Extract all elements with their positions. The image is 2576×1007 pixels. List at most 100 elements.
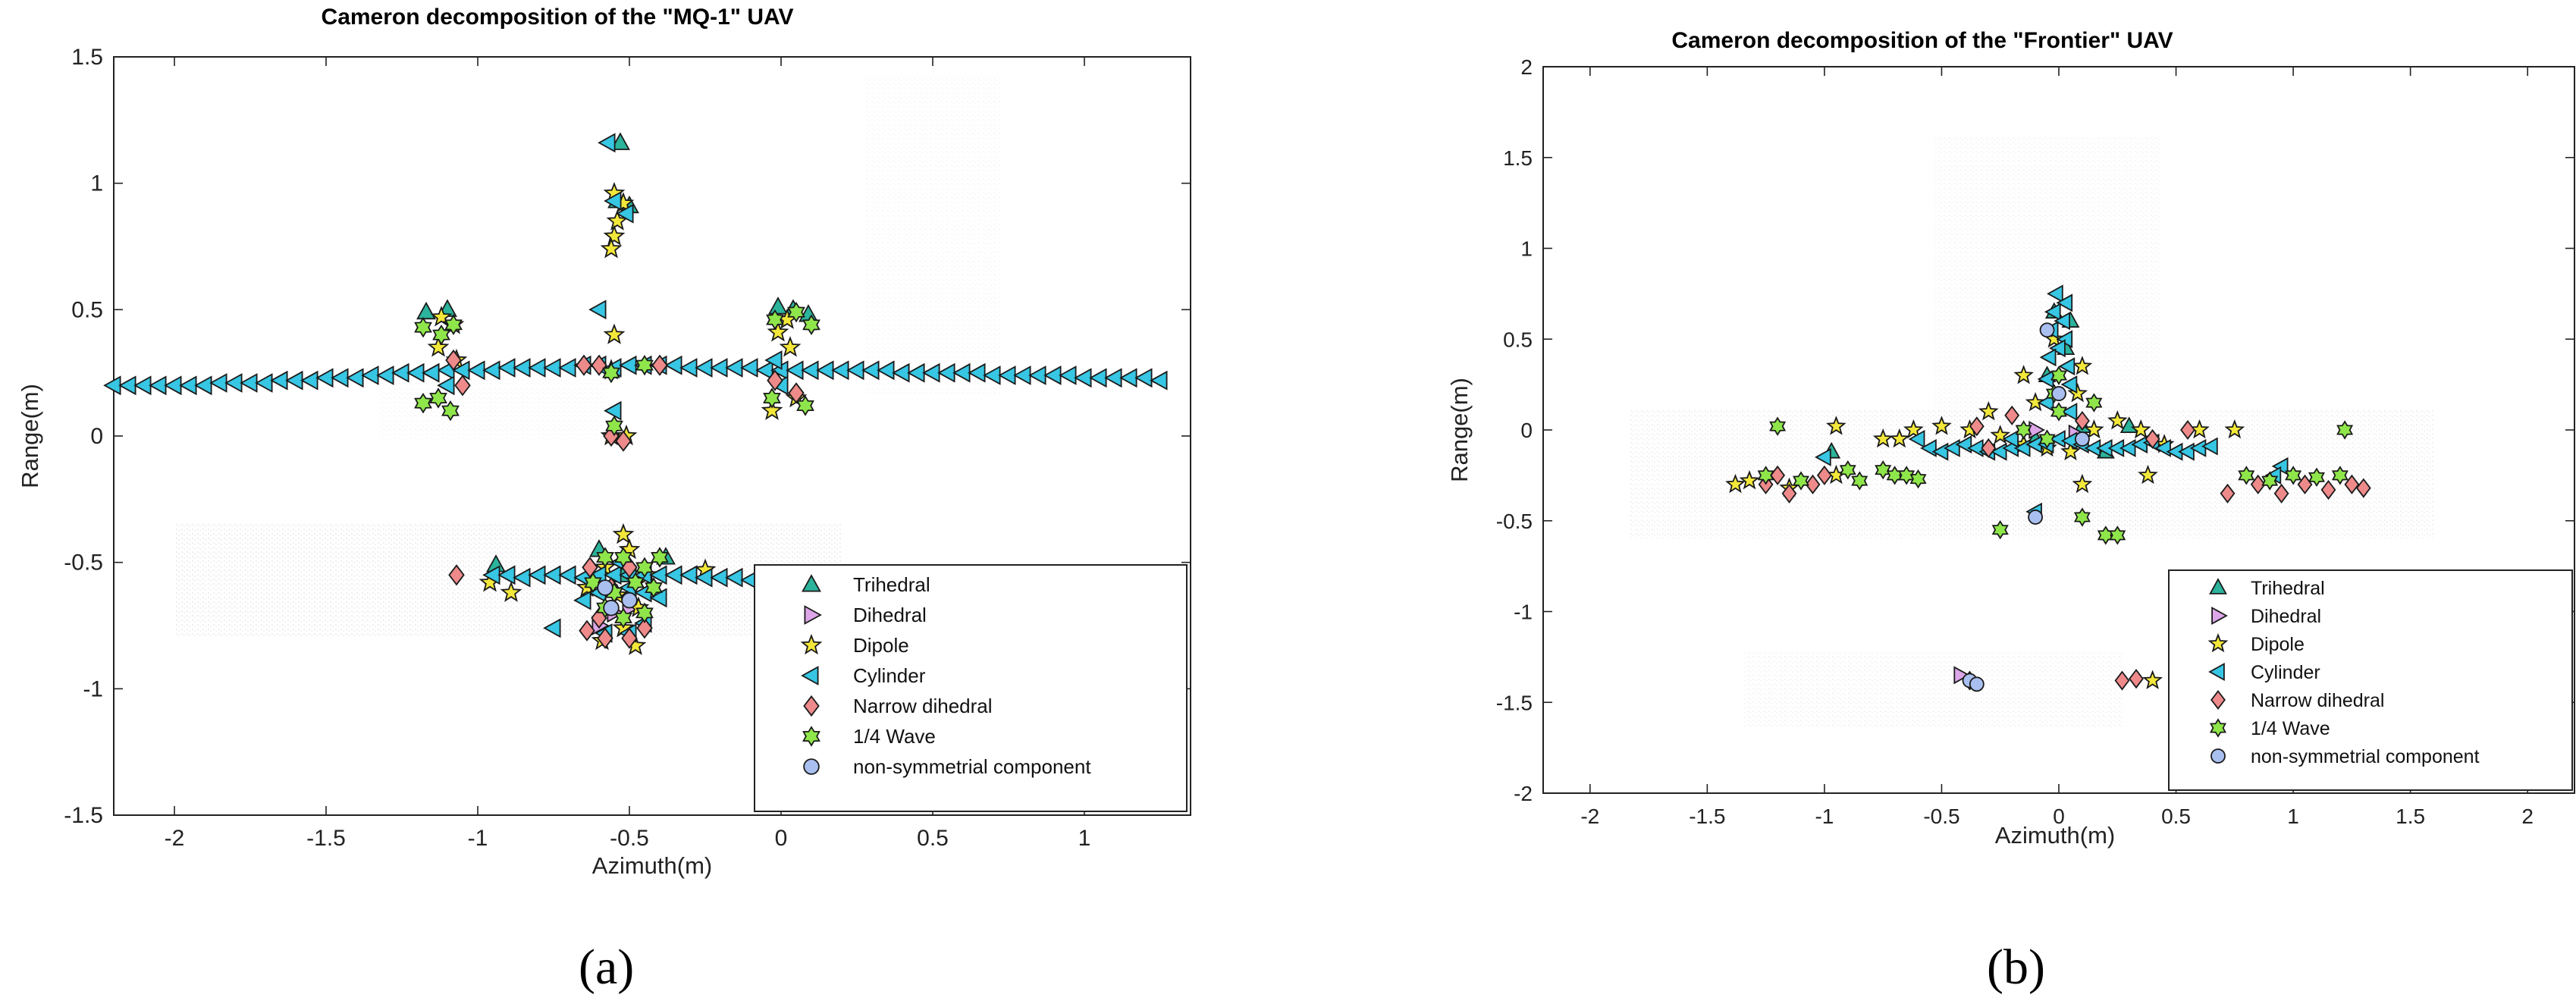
chart-a-legend-marker-dihedral: [804, 605, 822, 625]
chart-a-ytick-label: 0: [90, 424, 103, 449]
chart-b-ytick-label: 0: [1520, 419, 1533, 442]
chart-a-point-cylinder: [179, 375, 197, 396]
chart-a-point-cylinder: [103, 375, 121, 396]
chart-a-xtick-label: -2: [165, 826, 185, 851]
chart-b-point-narrow_dihedral: [2355, 478, 2371, 498]
chart-b-point-dipole: [2142, 670, 2163, 689]
chart-b-legend-marker-nonsym: [2210, 748, 2226, 764]
chart-b-marks: [1725, 284, 2371, 692]
chart-b-point-cylinder: [2119, 438, 2136, 457]
chart-a-point-narrow_dihedral: [651, 354, 668, 376]
chart-b-point-quarter_wave: [1991, 519, 2009, 540]
chart-b-xtick-label: 0: [2053, 805, 2065, 828]
chart-a-point-quarter_wave: [763, 387, 781, 409]
chart-b-point-cylinder: [1944, 438, 1960, 457]
chart-a-point-quarter_wave: [635, 602, 654, 623]
chart-a-point-dipole: [612, 522, 635, 544]
chart-b-point-dipole: [2107, 410, 2128, 430]
chart-a-point-cylinder: [664, 355, 682, 375]
chart-a-point-cylinder: [573, 590, 591, 610]
chart-a-legend-marker-nonsym: [803, 758, 820, 775]
chart-a-point-cylinder: [118, 375, 136, 396]
chart-b-point-cylinder: [2154, 438, 2171, 457]
chart-a-point-cylinder: [710, 358, 728, 378]
chart-a-point-quarter_wave: [635, 557, 654, 578]
chart-a-point-quarter_wave: [787, 302, 805, 323]
chart-b-point-nonsym: [2074, 431, 2090, 447]
chart-a-xtick-label: 0.5: [917, 826, 949, 851]
chart-b-point-cylinder: [1931, 442, 1949, 461]
chart-b-point-quarter_wave: [2038, 429, 2056, 449]
chart-b-point-nonsym: [2028, 510, 2044, 525]
chart-b-legend-label: Trihedral: [2251, 578, 2325, 599]
chart-a-legend-label: Dipole: [853, 634, 909, 657]
chart-b-point-dipole: [2025, 391, 2046, 412]
chart-b-point-quarter_wave: [2050, 365, 2067, 385]
chart-a-point-cylinder: [816, 360, 834, 381]
panel-label-b: (b): [1987, 940, 2045, 995]
chart-b-point-quarter_wave: [2331, 466, 2349, 485]
chart-a-point-trihedral: [768, 296, 788, 315]
chart-a-point-dipole: [761, 399, 783, 420]
chart-a-point-cylinder: [528, 358, 546, 378]
chart-a-point-cylinder: [224, 373, 243, 393]
chart-a-point-narrow_dihedral: [448, 564, 465, 586]
chart-a-ytick-label: 0.5: [71, 297, 103, 322]
chart-a-point-quarter_wave: [626, 572, 645, 593]
chart-b-point-narrow_dihedral: [2344, 474, 2360, 494]
chart-a-ytick-label: -0.5: [64, 551, 103, 576]
chart-a-legend: Trihedral Dihedral Dipole Cylinder Narrow di…: [754, 564, 1188, 812]
chart-a-point-cylinder: [285, 370, 303, 391]
chart-a-point-narrow_dihedral: [615, 430, 632, 452]
chart-a-ytick-label: 1.5: [71, 45, 103, 70]
chart-a-point-cylinder: [679, 565, 698, 585]
chart-a-xtick-label: -1.5: [306, 826, 346, 851]
chart-b-point-cylinder: [2060, 375, 2078, 394]
chart-a-point-trihedral: [610, 132, 630, 150]
chart-a-point-cylinder: [543, 618, 561, 638]
chart-a-point-cylinder: [1028, 365, 1046, 385]
chart-a-point-dipole: [500, 581, 522, 602]
chart-b-point-dipole: [1872, 428, 1894, 448]
chart-b-legend-marker-cylinder: [2208, 662, 2225, 682]
chart-b-ytick-label: -1.5: [1496, 691, 1533, 714]
chart-b-point-quarter_wave: [1839, 460, 1856, 480]
chart-b-point-narrow_dihedral: [2273, 483, 2289, 504]
chart-a-point-cylinder: [255, 373, 273, 393]
chart-b-legend-label: Cylinder: [2251, 662, 2320, 683]
chart-b-xtick-label: -1.5: [1689, 805, 1725, 828]
chart-a-point-nonsym: [621, 591, 638, 609]
chart-b-legend-marker-dihedral: [2211, 606, 2228, 626]
chart-b-point-narrow_dihedral: [1805, 474, 1821, 494]
chart-a-point-cylinder: [1150, 370, 1168, 391]
chart-a-ytick-label: 1: [90, 171, 103, 196]
chart-a-point-narrow_dihedral: [445, 349, 462, 372]
chart-a-point-cylinder: [270, 370, 288, 391]
chart-a-point-quarter_wave: [605, 416, 623, 437]
chart-b-point-quarter_wave: [1793, 471, 1809, 491]
chart-b-point-cylinder: [1815, 447, 1831, 466]
chart-b-point-quarter_wave: [1875, 460, 1892, 480]
chart-a-point-cylinder: [725, 358, 743, 378]
chart-b-xtick-label: 1: [2287, 805, 2299, 828]
chart-a-legend-box: [754, 564, 1188, 812]
chart-a-ytick-label: -1: [83, 676, 103, 701]
chart-a-point-cylinder: [831, 360, 849, 381]
chart-a-point-cylinder: [1119, 368, 1137, 388]
chart-b-legend-marker-trihedral: [2209, 578, 2227, 594]
chart-b-point-dipole: [1978, 401, 1999, 421]
chart-b-point-cylinder: [1920, 438, 1937, 457]
chart-a-point-cylinder: [331, 368, 349, 388]
chart-b-point-cylinder: [2047, 284, 2063, 303]
chart-a-point-cylinder: [149, 375, 167, 396]
chart-a-point-cylinder: [346, 368, 364, 388]
chart-a-point-cylinder: [740, 358, 758, 378]
chart-b-point-dipole: [1739, 469, 1760, 490]
chart-b-legend-label: Narrow dihedral: [2251, 690, 2384, 711]
chart-b-xlabel: Azimuth(m): [1995, 822, 2115, 849]
chart-b-point-narrow_dihedral: [1981, 438, 1997, 458]
chart-a-ytick-label: -1.5: [64, 803, 103, 828]
chart-b-point-narrow_dihedral: [2220, 483, 2236, 504]
chart-b-point-dipole: [2138, 464, 2158, 485]
